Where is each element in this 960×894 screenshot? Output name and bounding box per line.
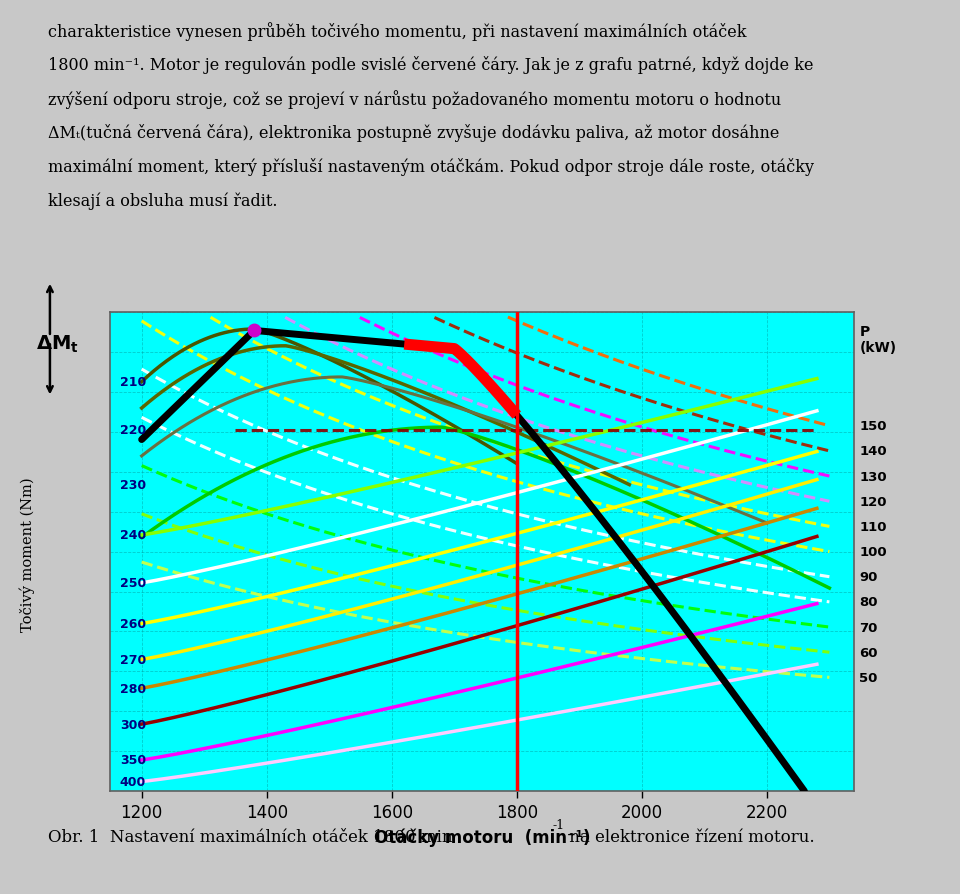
Text: P
(kW): P (kW) <box>859 325 897 355</box>
Text: 150: 150 <box>859 420 887 433</box>
Text: 230: 230 <box>120 478 146 492</box>
Text: 120: 120 <box>859 495 887 508</box>
X-axis label: Otáčky motoru  (min⁻¹): Otáčky motoru (min⁻¹) <box>374 828 590 847</box>
Text: 280: 280 <box>120 682 146 695</box>
Text: 110: 110 <box>859 520 887 534</box>
Text: 130: 130 <box>859 470 887 483</box>
Text: charakteristice vynesen průběh točivého momentu, při nastavení maximálních otáče: charakteristice vynesen průběh točivého … <box>48 22 747 41</box>
Text: 100: 100 <box>859 545 887 559</box>
Text: klesají a obsluha musí řadit.: klesají a obsluha musí řadit. <box>48 192 277 210</box>
Text: Točivý moment (Nm): Točivý moment (Nm) <box>19 477 35 631</box>
Text: 250: 250 <box>120 577 146 590</box>
Text: Obr. 1  Nastavení maximálních otáček 1800 min: Obr. 1 Nastavení maximálních otáček 1800… <box>48 828 452 845</box>
Text: 220: 220 <box>120 424 146 436</box>
Text: 80: 80 <box>859 595 877 609</box>
Text: 60: 60 <box>859 646 877 659</box>
Text: na elektronice řízení motoru.: na elektronice řízení motoru. <box>564 828 815 845</box>
Text: -1: -1 <box>553 818 565 831</box>
Text: 300: 300 <box>120 718 146 730</box>
Text: 400: 400 <box>120 775 146 789</box>
Text: 270: 270 <box>120 654 146 666</box>
Text: 210: 210 <box>120 375 146 389</box>
Text: $\mathbf{\Delta M_t}$: $\mathbf{\Delta M_t}$ <box>36 333 79 355</box>
Text: 240: 240 <box>120 529 146 542</box>
Text: 90: 90 <box>859 570 877 584</box>
Text: 140: 140 <box>859 445 887 458</box>
Text: 50: 50 <box>859 671 877 684</box>
Text: maximální moment, který přísluší nastaveným otáčkám. Pokud odpor stroje dále ros: maximální moment, který přísluší nastave… <box>48 158 814 176</box>
Text: 260: 260 <box>120 617 146 630</box>
Text: 350: 350 <box>120 754 146 766</box>
Text: 70: 70 <box>859 620 877 634</box>
Text: 1800 min⁻¹. Motor je regulován podle svislé červené čáry. Jak je z grafu patrné,: 1800 min⁻¹. Motor je regulován podle svi… <box>48 56 813 74</box>
Text: ΔMₜ(tučná červená čára), elektronika postupně zvyšuje dodávku paliva, až motor d: ΔMₜ(tučná červená čára), elektronika pos… <box>48 124 780 142</box>
Text: zvýšení odporu stroje, což se projeví v nárůstu požadovaného momentu motoru o ho: zvýšení odporu stroje, což se projeví v … <box>48 90 781 109</box>
